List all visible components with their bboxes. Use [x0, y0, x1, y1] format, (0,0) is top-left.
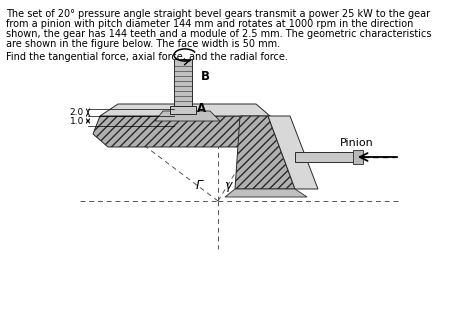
Bar: [174, 59, 192, 109]
Text: from a pinion with pitch diameter 144 mm and rotates at 1000 rpm in the directio: from a pinion with pitch diameter 144 mm…: [6, 19, 413, 29]
Text: Γ: Γ: [196, 179, 203, 192]
Polygon shape: [93, 116, 295, 147]
Text: A: A: [197, 103, 206, 116]
Bar: [170, 106, 196, 114]
Text: Pinion: Pinion: [340, 138, 374, 148]
Text: 1.0: 1.0: [70, 116, 84, 125]
Text: shown, the gear has 144 teeth and a module of 2.5 mm. The geometric characterist: shown, the gear has 144 teeth and a modu…: [6, 29, 431, 39]
Bar: [353, 150, 363, 164]
Text: γ: γ: [224, 179, 231, 192]
Polygon shape: [100, 104, 270, 116]
Text: The set of 20° pressure angle straight bevel gears transmit a power 25 kW to the: The set of 20° pressure angle straight b…: [6, 9, 430, 19]
Polygon shape: [268, 116, 318, 189]
Text: Find the tangential force, axial force, and the radial force.: Find the tangential force, axial force, …: [6, 52, 288, 62]
Polygon shape: [225, 189, 307, 197]
Polygon shape: [235, 116, 295, 189]
Text: are shown in the figure below. The face width is 50 mm.: are shown in the figure below. The face …: [6, 39, 280, 49]
Bar: [295, 152, 355, 162]
Text: 2.0: 2.0: [70, 108, 84, 117]
Polygon shape: [155, 111, 220, 121]
Text: B: B: [201, 70, 210, 83]
